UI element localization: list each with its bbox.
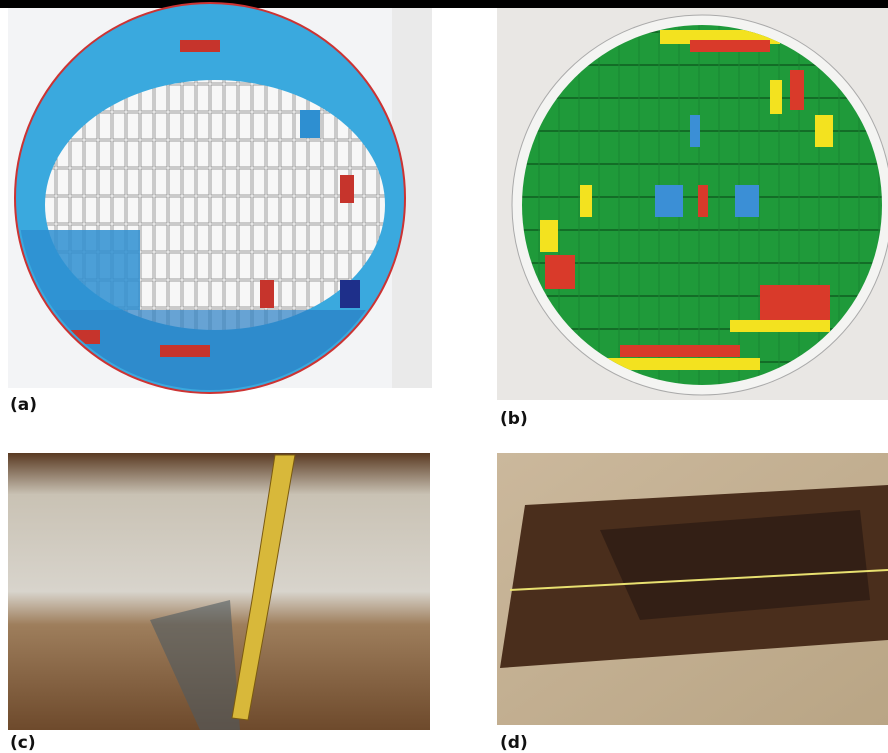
- red-cell: [160, 345, 210, 357]
- panel-label: (a): [10, 395, 37, 415]
- red-cell: [340, 175, 354, 203]
- red-bin: [545, 255, 575, 289]
- yellow-bin: [540, 220, 558, 252]
- yellow-bin: [815, 115, 833, 147]
- panel-d: (d): [497, 453, 888, 753]
- blue-bin: [690, 115, 700, 147]
- panel-label: (c): [10, 733, 36, 753]
- panel-b: (b): [497, 0, 888, 429]
- panel-c: (c): [8, 453, 430, 753]
- panel-label: (b): [500, 409, 528, 429]
- red-bin: [760, 285, 830, 325]
- red-cell: [260, 280, 274, 308]
- red-bin: [698, 185, 708, 217]
- blue-cell: [300, 110, 320, 138]
- red-cell: [180, 40, 220, 52]
- figure: (a) (b) (c): [0, 0, 888, 753]
- yellow-bin: [770, 80, 782, 114]
- top-bar: [0, 0, 888, 8]
- red-bin: [790, 70, 804, 110]
- yellow-bin: [580, 185, 592, 217]
- navy-cell: [340, 280, 360, 308]
- panel-label: (d): [500, 733, 528, 753]
- blue-bin: [735, 185, 759, 217]
- panel-a: (a): [8, 3, 432, 415]
- yellow-bin: [730, 320, 830, 332]
- red-bin: [620, 345, 740, 357]
- blue-bin: [655, 185, 683, 217]
- red-bin: [690, 40, 770, 52]
- page: (a) (b) (c): [0, 0, 888, 753]
